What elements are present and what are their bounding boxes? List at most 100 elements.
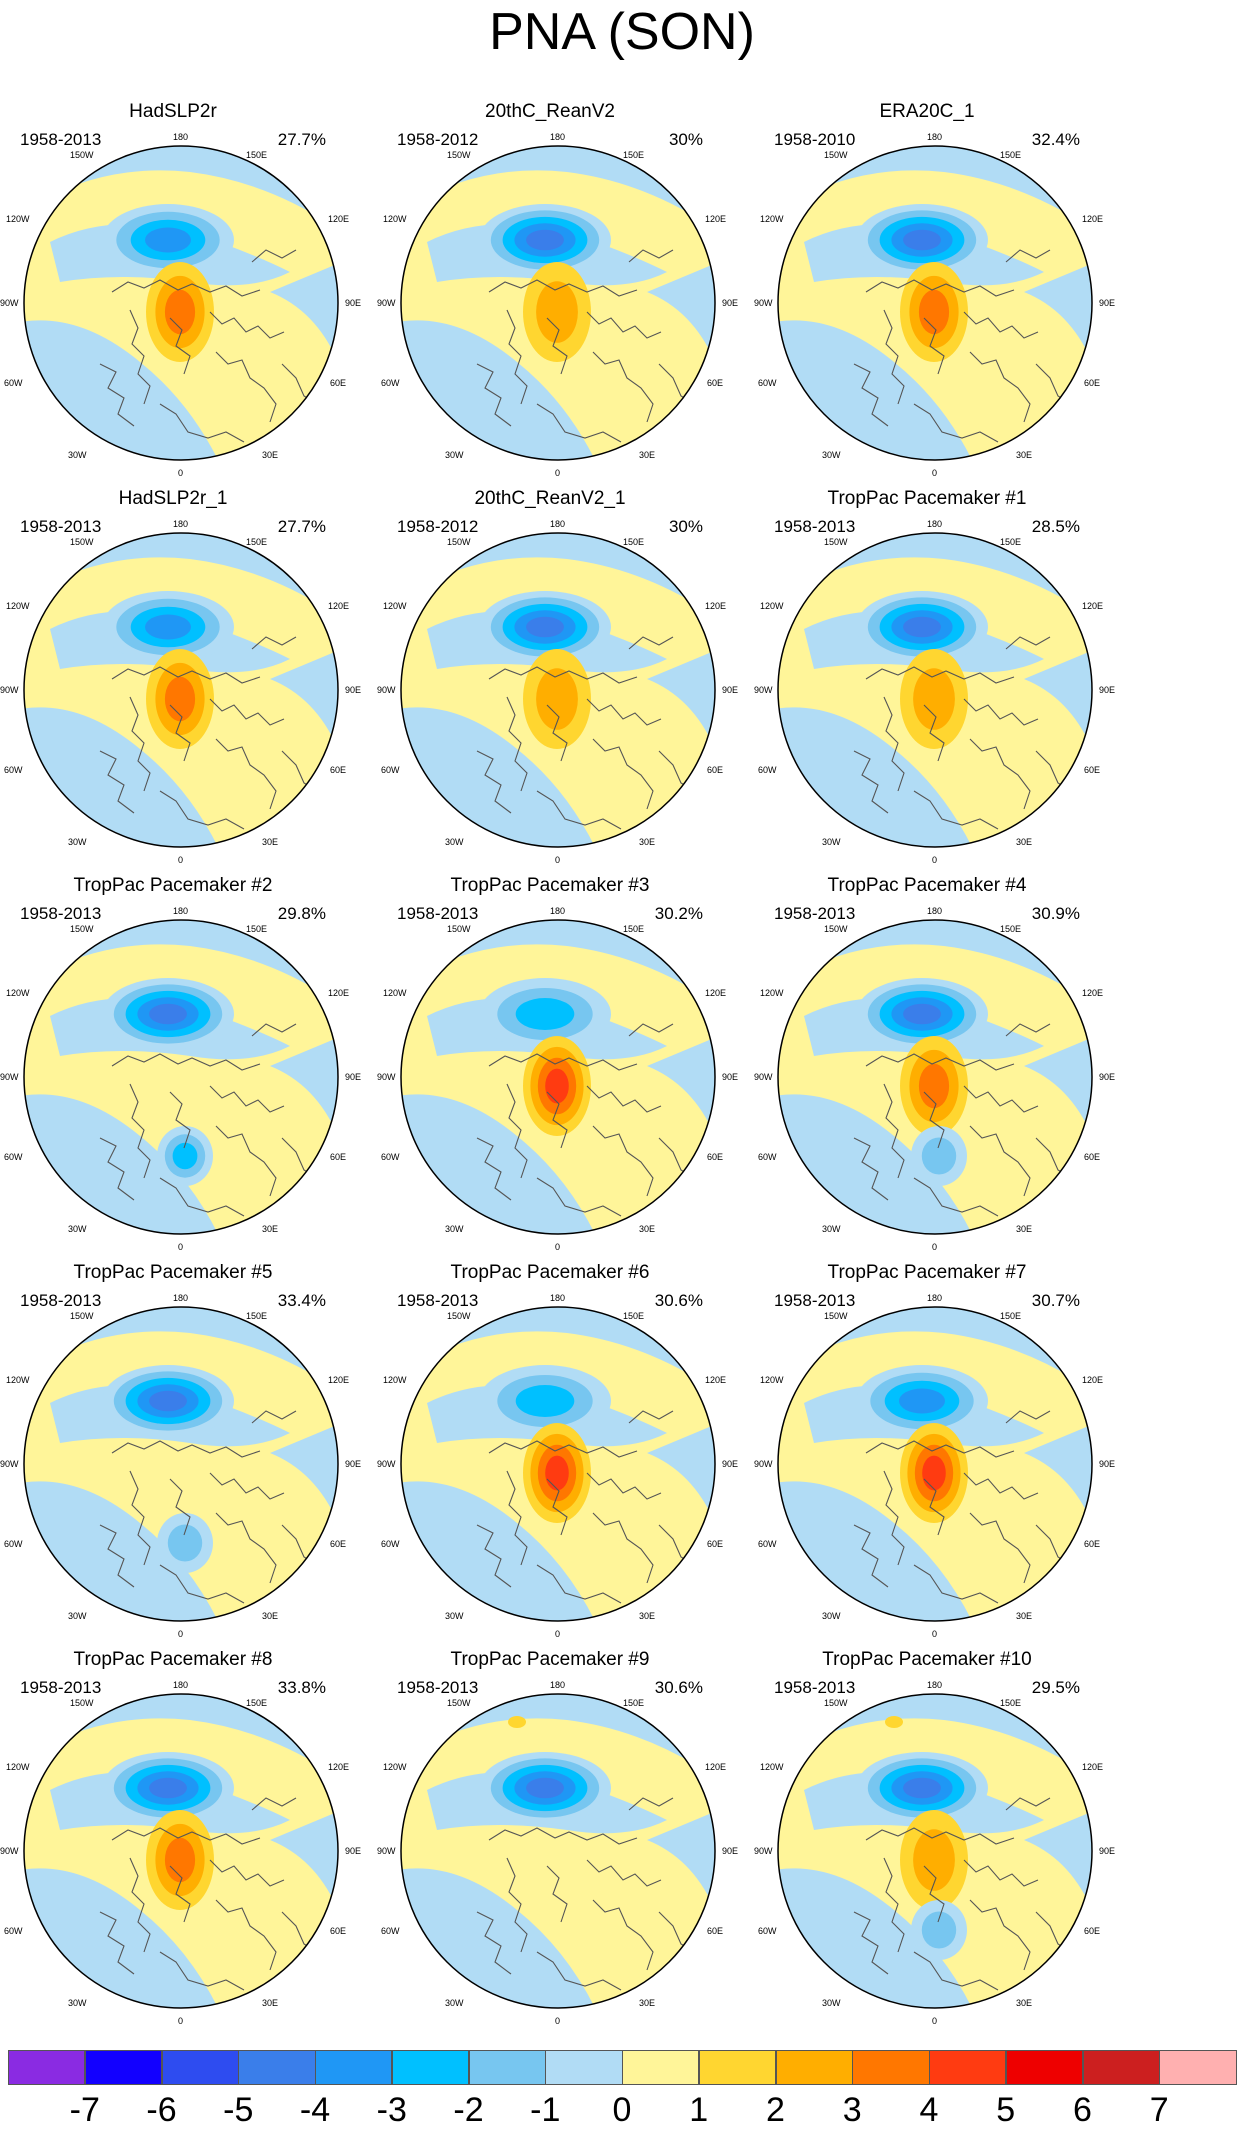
longitude-label: 30W <box>68 1224 87 1234</box>
colorbar-tick-label: -1 <box>530 2091 561 2129</box>
coastline-2 <box>169 317 191 375</box>
longitude-label: 120W <box>760 988 784 998</box>
panel-period: 1958-2013 <box>774 1678 856 1697</box>
north-pacific-low-level-3 <box>515 1385 575 1417</box>
colorbar-swatch <box>315 2050 393 2085</box>
longitude-label: 0 <box>178 2016 184 2026</box>
figure-title: PNA (SON) <box>489 3 755 61</box>
longitude-label: 180 <box>927 132 943 142</box>
map-panel: TropPac Pacemaker #10 1958-2013 29.5% 180 15… <box>754 1648 1115 2038</box>
longitude-label: 120E <box>1082 601 1104 611</box>
panel-title: TropPac Pacemaker #8 <box>73 1649 273 1670</box>
panel-title: TropPac Pacemaker #9 <box>450 1649 650 1670</box>
map-boundary <box>777 1306 1093 1622</box>
coastline-0 <box>111 279 261 297</box>
longitude-label: 60W <box>758 765 777 775</box>
coastline-0 <box>111 1827 261 1845</box>
coastline-5 <box>592 738 654 810</box>
coastline-5 <box>215 351 277 423</box>
map-panel: TropPac Pacemaker #4 1958-2013 30.9% 180 150… <box>754 874 1115 1264</box>
panel-variance-percent: 30.6% <box>654 1291 703 1310</box>
panel-variance-percent: 32.4% <box>1031 130 1080 149</box>
longitude-label: 90W <box>754 1072 773 1082</box>
longitude-label: 30W <box>445 837 464 847</box>
longitude-label: 60W <box>381 1926 400 1936</box>
longitude-label: 90W <box>0 298 19 308</box>
north-pacific-low-level-5 <box>903 229 941 251</box>
polar-stereographic-map <box>777 1306 1093 1622</box>
coastline-2 <box>169 704 191 762</box>
longitude-label: 150W <box>824 1311 848 1321</box>
panel-title: TropPac Pacemaker #3 <box>450 875 650 896</box>
colorbar-swatch <box>852 2050 930 2085</box>
longitude-label: 90W <box>377 1072 396 1082</box>
longitude-label: 120W <box>760 1375 784 1385</box>
longitude-label: 60E <box>1084 1539 1101 1549</box>
longitude-label: 30W <box>822 1611 841 1621</box>
longitude-label: 120W <box>383 988 407 998</box>
coastline-4 <box>476 1137 512 1201</box>
longitude-label: 150W <box>824 537 848 547</box>
coastline-5 <box>969 738 1031 810</box>
colorbar-tick-label: 3 <box>842 2091 862 2129</box>
polar-stereographic-map <box>400 919 716 1235</box>
coastline-6 <box>159 1951 245 1991</box>
panel-variance-percent: 28.5% <box>1031 517 1080 536</box>
small-positive-cell <box>508 1716 526 1728</box>
panel-period: 1958-2013 <box>397 1291 479 1310</box>
atlantic-low-level-2 <box>921 1137 957 1175</box>
coastline-5 <box>969 1899 1031 1971</box>
colorbar-swatch <box>84 2050 162 2085</box>
longitude-label: 30W <box>445 450 464 460</box>
longitude-label: 90W <box>377 1459 396 1469</box>
map-boundary <box>777 532 1093 848</box>
coastline-2 <box>546 317 568 375</box>
colorbar-tick-label: 7 <box>1149 2091 1169 2129</box>
colorbar-tick-label: 6 <box>1073 2091 1092 2129</box>
longitude-label: 90E <box>1099 1459 1116 1469</box>
longitude-label: 60E <box>707 1539 724 1549</box>
longitude-label: 30W <box>68 837 87 847</box>
longitude-label: 150E <box>246 537 268 547</box>
coastline-4 <box>476 1524 512 1588</box>
north-pacific-low-level-5 <box>149 1390 187 1412</box>
colorbar-tick-label: -2 <box>453 2091 484 2129</box>
colorbar-tick-label: -7 <box>69 2091 100 2129</box>
arctic-high-level-4 <box>545 1455 569 1491</box>
map-panel: TropPac Pacemaker #8 1958-2013 33.8% 180 150… <box>0 1648 361 2038</box>
coastline-1 <box>883 696 905 792</box>
longitude-label: 150E <box>1000 1311 1022 1321</box>
coastline-3 <box>963 698 1039 726</box>
longitude-label: 30W <box>68 1611 87 1621</box>
longitude-label: 0 <box>932 855 938 865</box>
panel-period: 1958-2012 <box>397 130 479 149</box>
coastline-5 <box>592 1899 654 1971</box>
longitude-label: 120E <box>705 601 727 611</box>
coastline-5 <box>969 1125 1031 1197</box>
longitude-label: 180 <box>927 1680 943 1690</box>
longitude-label: 30E <box>1016 1998 1033 2008</box>
longitude-label: 90W <box>377 1846 396 1856</box>
coastline-4 <box>476 363 512 427</box>
colorbar-swatch <box>775 2050 853 2085</box>
coastline-5 <box>215 1512 277 1584</box>
arctic-high-level-4 <box>545 1068 569 1104</box>
longitude-label: 120W <box>383 214 407 224</box>
colorbar: -7 -6 -5 -4 -3 -2 -1 0 1 2 3 4 5 6 7 <box>8 2050 1237 2131</box>
longitude-label: 90E <box>345 1072 362 1082</box>
longitude-label: 30W <box>822 1224 841 1234</box>
longitude-label: 150W <box>447 150 471 160</box>
negative-region-east <box>1024 1423 1092 1533</box>
negative-region-east <box>647 262 715 372</box>
longitude-label: 150W <box>70 924 94 934</box>
longitude-label: 120W <box>6 988 30 998</box>
longitude-label: 150E <box>1000 1698 1022 1708</box>
longitude-label: 60E <box>1084 1152 1101 1162</box>
coastline-4 <box>99 750 135 814</box>
coastline-6 <box>159 1564 245 1604</box>
longitude-label: 90E <box>345 685 362 695</box>
longitude-label: 180 <box>173 519 189 529</box>
arctic-high-level-2 <box>536 281 578 343</box>
longitude-label: 120W <box>383 1762 407 1772</box>
panel-title: TropPac Pacemaker #1 <box>827 488 1027 509</box>
